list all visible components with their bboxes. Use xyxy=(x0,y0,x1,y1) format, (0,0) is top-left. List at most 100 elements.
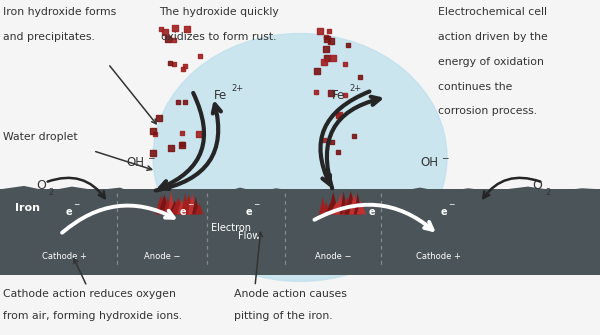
Point xyxy=(173,99,182,105)
Text: −: − xyxy=(253,200,259,209)
Point xyxy=(328,140,337,145)
Text: −: − xyxy=(148,153,155,162)
Text: Cathode +: Cathode + xyxy=(43,252,87,261)
Text: from air, forming hydroxide ions.: from air, forming hydroxide ions. xyxy=(3,311,182,321)
Point xyxy=(169,61,179,67)
Polygon shape xyxy=(340,191,348,214)
Text: Iron: Iron xyxy=(15,203,40,213)
Text: Cathode +: Cathode + xyxy=(416,252,460,261)
Point xyxy=(319,60,329,65)
Point xyxy=(195,54,205,59)
Point xyxy=(178,66,188,72)
Point xyxy=(170,26,179,31)
Point xyxy=(148,150,158,156)
FancyArrowPatch shape xyxy=(327,97,380,188)
FancyArrowPatch shape xyxy=(314,205,433,230)
Point xyxy=(166,145,176,150)
Text: corrosion process.: corrosion process. xyxy=(438,106,537,116)
Polygon shape xyxy=(158,195,170,214)
Polygon shape xyxy=(0,186,600,275)
Point xyxy=(328,55,338,60)
Text: Water droplet: Water droplet xyxy=(3,132,77,142)
FancyArrowPatch shape xyxy=(156,105,221,191)
FancyArrowPatch shape xyxy=(320,91,370,184)
Point xyxy=(170,37,179,42)
Point xyxy=(150,131,160,137)
Text: e: e xyxy=(179,207,187,217)
Point xyxy=(154,115,164,120)
Polygon shape xyxy=(181,193,190,214)
Point xyxy=(160,29,170,35)
FancyArrowPatch shape xyxy=(47,178,105,198)
Polygon shape xyxy=(323,201,330,214)
Polygon shape xyxy=(163,197,173,214)
Polygon shape xyxy=(342,197,352,214)
Polygon shape xyxy=(167,191,175,214)
Point xyxy=(321,46,331,52)
Text: oxidizes to form rust.: oxidizes to form rust. xyxy=(161,32,277,42)
Point xyxy=(177,141,187,147)
Polygon shape xyxy=(329,202,344,214)
Text: Cathode action reduces oxygen: Cathode action reduces oxygen xyxy=(3,289,176,299)
Polygon shape xyxy=(328,192,339,214)
Text: action driven by the: action driven by the xyxy=(438,32,548,42)
Point xyxy=(319,138,329,143)
Polygon shape xyxy=(356,200,366,214)
Point xyxy=(194,132,204,137)
Text: Fe: Fe xyxy=(214,89,227,102)
Point xyxy=(349,134,359,139)
Polygon shape xyxy=(195,203,203,214)
Text: Anode −: Anode − xyxy=(144,252,180,261)
Text: −: − xyxy=(442,153,449,162)
FancyArrowPatch shape xyxy=(160,93,204,189)
Point xyxy=(316,28,325,34)
Text: 2+: 2+ xyxy=(349,84,361,93)
Polygon shape xyxy=(155,195,166,214)
Text: −: − xyxy=(187,200,193,209)
Point xyxy=(326,90,335,95)
Point xyxy=(324,29,334,34)
Point xyxy=(355,75,365,80)
Text: −: − xyxy=(73,200,79,209)
Point xyxy=(334,150,343,155)
Text: −: − xyxy=(376,200,382,209)
Text: Fe: Fe xyxy=(332,89,346,102)
Text: 2+: 2+ xyxy=(231,84,243,93)
Point xyxy=(312,68,322,73)
FancyArrowPatch shape xyxy=(62,206,173,233)
FancyArrowPatch shape xyxy=(483,178,541,198)
Point xyxy=(326,39,336,44)
Point xyxy=(178,130,187,136)
Point xyxy=(180,99,190,105)
Text: Flow: Flow xyxy=(238,230,260,241)
Point xyxy=(148,128,158,133)
Point xyxy=(344,42,353,47)
Text: 2: 2 xyxy=(545,188,550,197)
Text: continues the: continues the xyxy=(438,82,512,92)
Text: Electrochemical cell: Electrochemical cell xyxy=(438,7,547,17)
Point xyxy=(322,36,331,41)
Point xyxy=(182,27,192,32)
Point xyxy=(335,113,344,118)
Polygon shape xyxy=(192,197,200,214)
Text: O: O xyxy=(36,180,46,192)
Text: Anode action causes: Anode action causes xyxy=(234,289,347,299)
Polygon shape xyxy=(335,193,345,214)
Polygon shape xyxy=(319,197,326,214)
Text: Electron: Electron xyxy=(211,223,251,233)
Text: Anode −: Anode − xyxy=(315,252,351,261)
Text: e: e xyxy=(245,207,253,217)
Text: and precipitates.: and precipitates. xyxy=(3,32,95,42)
Text: 2: 2 xyxy=(49,188,53,197)
Text: pitting of the iron.: pitting of the iron. xyxy=(234,311,332,321)
Text: O: O xyxy=(532,180,542,192)
Point xyxy=(311,89,320,95)
Polygon shape xyxy=(188,193,197,214)
Text: e: e xyxy=(368,207,376,217)
Polygon shape xyxy=(326,203,334,214)
Polygon shape xyxy=(349,193,359,214)
Polygon shape xyxy=(344,191,357,214)
Text: OH: OH xyxy=(420,156,438,169)
Polygon shape xyxy=(354,193,362,214)
Point xyxy=(334,112,343,118)
